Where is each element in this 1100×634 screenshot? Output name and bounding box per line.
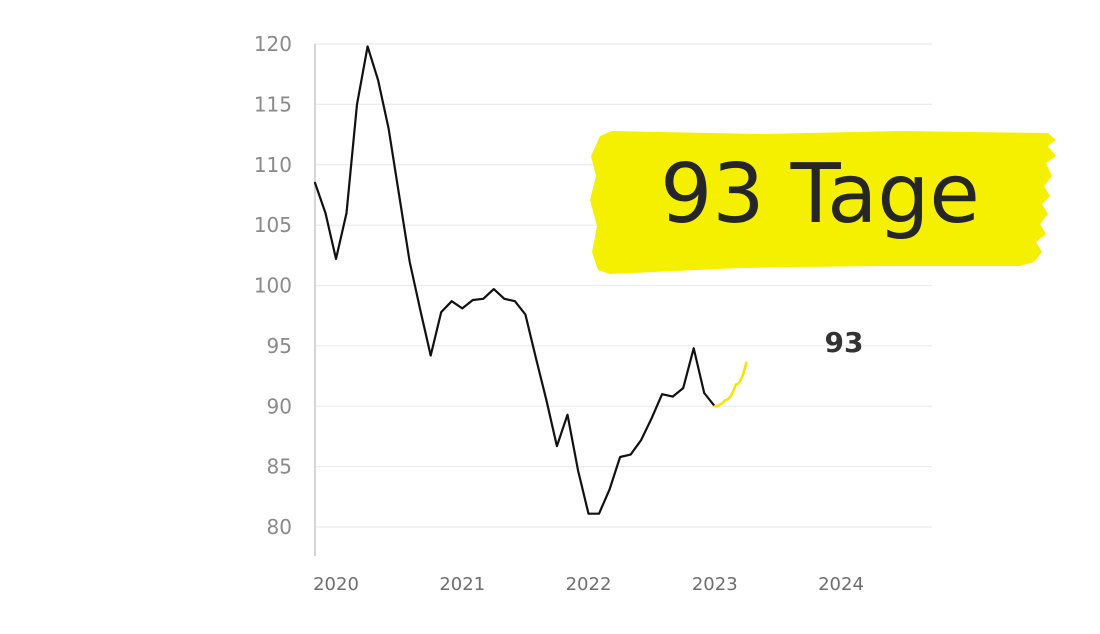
y-tick-label: 80 xyxy=(267,515,292,539)
headline: 93 Tage xyxy=(660,147,980,242)
forecast-end-label: 93 xyxy=(825,326,864,359)
y-tick-label: 90 xyxy=(267,394,292,418)
y-tick-labels: 120 115 110 105 100 95 90 85 80 xyxy=(254,32,292,539)
x-tick-label: 2020 xyxy=(313,574,359,595)
x-tick-labels: 2020 2021 2022 2023 2024 xyxy=(313,574,864,595)
y-tick-label: 85 xyxy=(267,455,292,479)
y-tick-label: 105 xyxy=(254,213,292,237)
y-tick-label: 110 xyxy=(254,153,292,177)
gridlines xyxy=(315,43,932,528)
history-line xyxy=(313,45,716,515)
y-tick-label: 95 xyxy=(267,334,292,358)
y-tick-label: 115 xyxy=(254,92,292,116)
forecast-line xyxy=(713,361,748,408)
x-tick-label: 2024 xyxy=(818,574,864,595)
y-tick-label: 100 xyxy=(254,274,292,298)
series-lines xyxy=(313,45,748,515)
x-tick-label: 2022 xyxy=(566,574,612,595)
x-tick-label: 2023 xyxy=(692,574,738,595)
highlight-brush-stroke xyxy=(590,131,1056,274)
headline-highlight: 93 Tage xyxy=(590,131,1056,274)
y-tick-label: 120 xyxy=(254,32,292,56)
x-tick-label: 2021 xyxy=(439,574,485,595)
